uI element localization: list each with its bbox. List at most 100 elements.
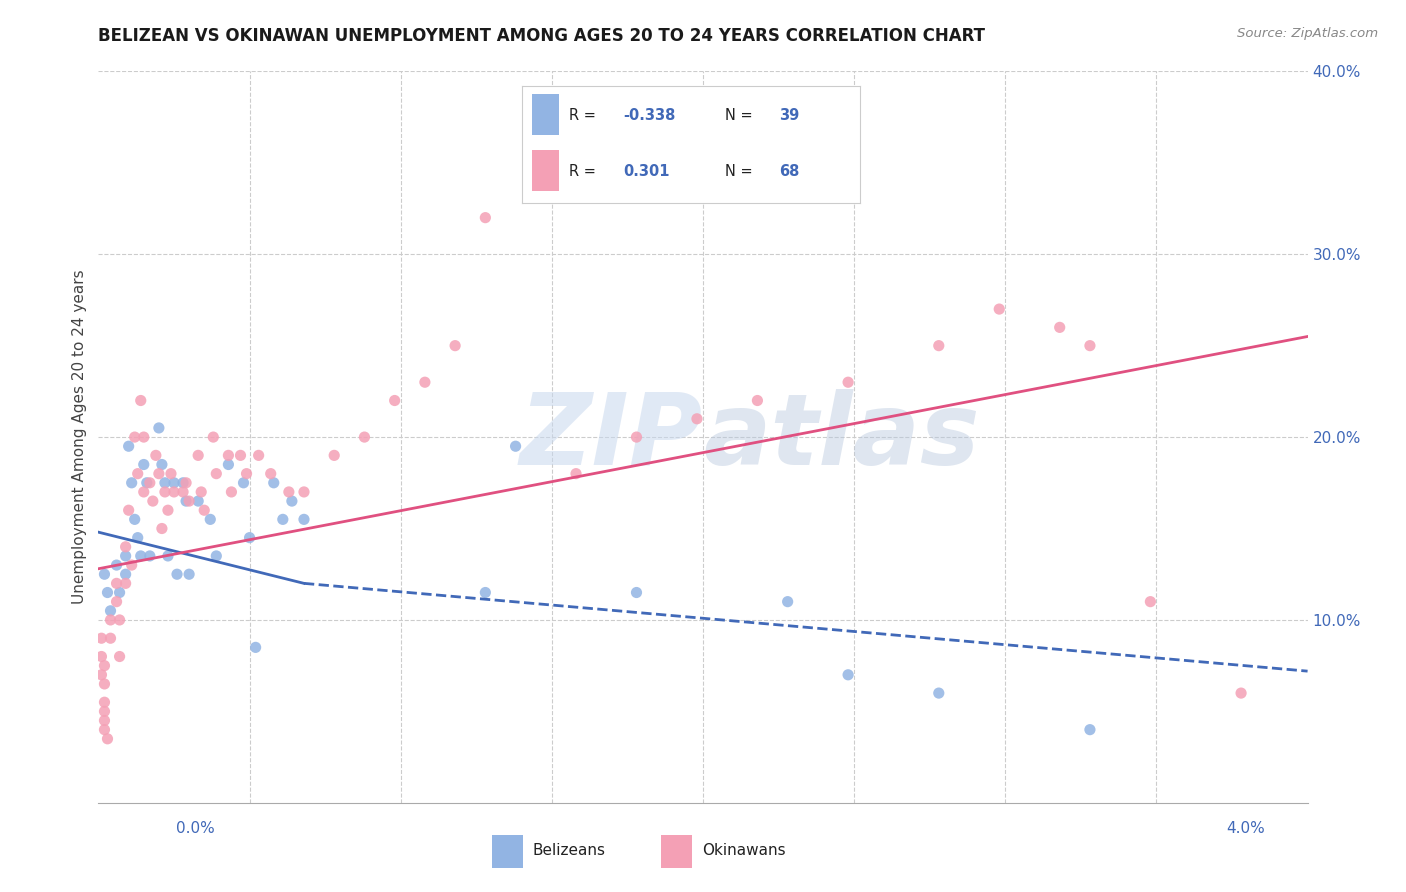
Point xyxy=(172,475,194,490)
Point xyxy=(163,485,186,500)
Text: ZIP: ZIP xyxy=(520,389,703,485)
Point xyxy=(132,430,155,444)
Point xyxy=(174,494,197,508)
Point xyxy=(271,512,294,526)
Point xyxy=(260,467,283,481)
Point xyxy=(232,475,254,490)
Point xyxy=(118,503,141,517)
Point xyxy=(108,649,131,664)
Point xyxy=(96,731,118,746)
Point xyxy=(114,540,136,554)
Point xyxy=(139,549,162,563)
Point xyxy=(124,512,146,526)
Point xyxy=(384,393,406,408)
Point xyxy=(353,430,375,444)
Point xyxy=(172,485,194,500)
Point xyxy=(174,475,197,490)
Point xyxy=(129,549,152,563)
Point xyxy=(132,458,155,472)
Point xyxy=(205,549,228,563)
Point xyxy=(534,156,557,170)
Text: 0.0%: 0.0% xyxy=(176,821,215,836)
Point xyxy=(127,467,149,481)
Point xyxy=(114,576,136,591)
Point xyxy=(148,467,170,481)
Point xyxy=(187,448,209,462)
Point xyxy=(626,585,648,599)
Y-axis label: Unemployment Among Ages 20 to 24 years: Unemployment Among Ages 20 to 24 years xyxy=(72,269,87,605)
Point xyxy=(190,485,212,500)
Point xyxy=(928,686,950,700)
Point xyxy=(988,301,1011,317)
Point xyxy=(142,494,165,508)
Point xyxy=(150,458,173,472)
Point xyxy=(1078,723,1101,737)
Point xyxy=(153,485,176,500)
Point xyxy=(93,705,115,719)
Point xyxy=(1049,320,1071,334)
Point xyxy=(928,338,950,352)
Point xyxy=(90,667,112,681)
Point xyxy=(105,594,128,608)
Point xyxy=(93,714,115,728)
Point xyxy=(217,448,239,462)
Point xyxy=(1230,686,1253,700)
Point xyxy=(105,576,128,591)
Point xyxy=(837,667,859,681)
Point xyxy=(245,640,267,655)
Point xyxy=(127,531,149,545)
Point xyxy=(505,439,527,453)
Point xyxy=(135,475,157,490)
Point xyxy=(148,421,170,435)
Point xyxy=(235,467,257,481)
Text: Source: ZipAtlas.com: Source: ZipAtlas.com xyxy=(1237,27,1378,40)
Point xyxy=(247,448,270,462)
Point xyxy=(200,512,222,526)
Point xyxy=(118,439,141,453)
Text: BELIZEAN VS OKINAWAN UNEMPLOYMENT AMONG AGES 20 TO 24 YEARS CORRELATION CHART: BELIZEAN VS OKINAWAN UNEMPLOYMENT AMONG … xyxy=(98,27,986,45)
Point xyxy=(156,549,179,563)
Point xyxy=(202,430,225,444)
Point xyxy=(444,338,467,352)
Point xyxy=(93,658,115,673)
Point xyxy=(100,632,122,646)
Point xyxy=(229,448,252,462)
Point xyxy=(114,549,136,563)
Point xyxy=(413,375,436,389)
Point xyxy=(90,649,112,664)
Point xyxy=(217,458,239,472)
Point xyxy=(205,467,228,481)
Point xyxy=(323,448,346,462)
Point xyxy=(105,558,128,573)
Point xyxy=(837,375,859,389)
Point xyxy=(150,521,173,535)
Point xyxy=(193,503,215,517)
Point xyxy=(474,211,496,225)
Text: atlas: atlas xyxy=(703,389,980,485)
Point xyxy=(163,475,186,490)
Point xyxy=(145,448,167,462)
Point xyxy=(221,485,243,500)
Point xyxy=(93,567,115,582)
Point xyxy=(93,677,115,691)
Point xyxy=(187,494,209,508)
Point xyxy=(277,485,299,500)
Point xyxy=(114,567,136,582)
Point xyxy=(263,475,285,490)
Point xyxy=(139,475,162,490)
Point xyxy=(747,393,769,408)
Point xyxy=(1078,338,1101,352)
Point xyxy=(160,467,183,481)
Point xyxy=(1139,594,1161,608)
Point xyxy=(474,585,496,599)
Point xyxy=(626,430,648,444)
Point xyxy=(239,531,262,545)
Point xyxy=(100,604,122,618)
Point xyxy=(166,567,188,582)
Point xyxy=(156,503,179,517)
Point xyxy=(686,412,709,426)
Point xyxy=(179,567,201,582)
Text: 4.0%: 4.0% xyxy=(1226,821,1265,836)
Point xyxy=(100,613,122,627)
Point xyxy=(96,585,118,599)
